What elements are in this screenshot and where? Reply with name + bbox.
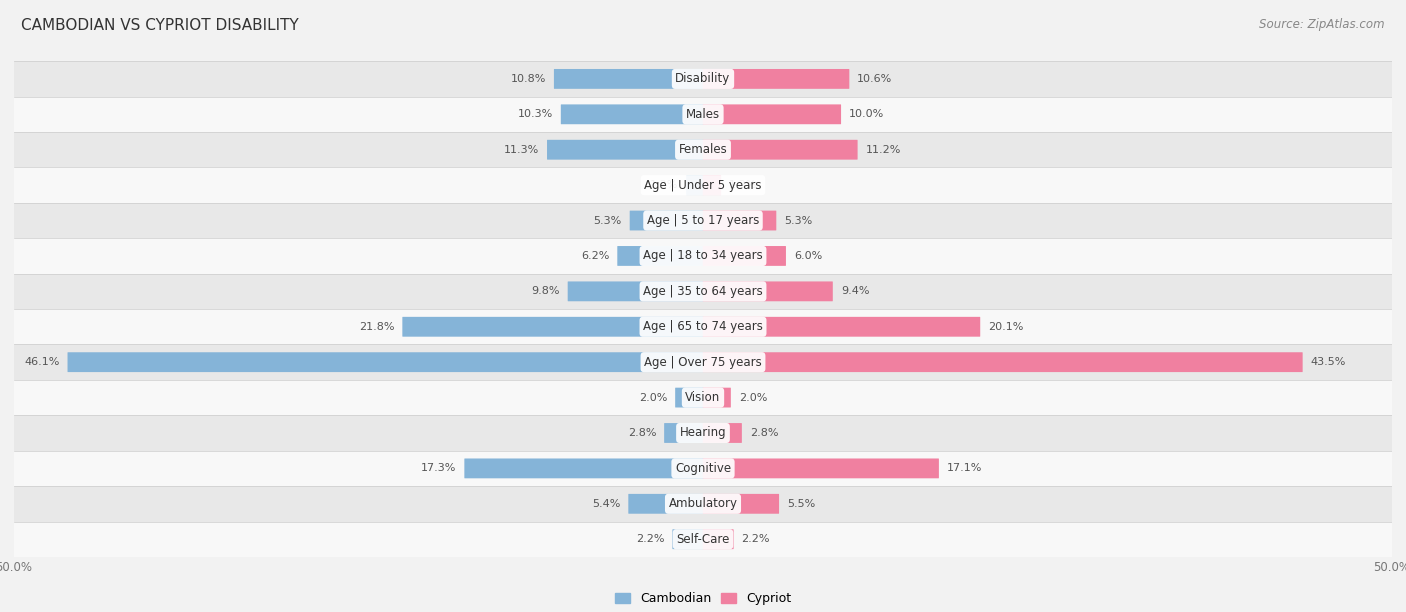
- FancyBboxPatch shape: [628, 494, 703, 513]
- Text: Age | 18 to 34 years: Age | 18 to 34 years: [643, 250, 763, 263]
- FancyBboxPatch shape: [703, 458, 939, 479]
- FancyBboxPatch shape: [554, 69, 703, 89]
- Bar: [14, 416, 1392, 450]
- Text: 10.8%: 10.8%: [510, 74, 546, 84]
- FancyBboxPatch shape: [703, 246, 786, 266]
- FancyBboxPatch shape: [703, 140, 858, 160]
- FancyBboxPatch shape: [67, 353, 703, 372]
- Text: Age | Under 5 years: Age | Under 5 years: [644, 179, 762, 192]
- FancyBboxPatch shape: [617, 246, 703, 266]
- Text: Males: Males: [686, 108, 720, 121]
- Bar: [14, 345, 1392, 380]
- Bar: [14, 274, 1392, 309]
- Bar: [14, 309, 1392, 345]
- Bar: [14, 486, 1392, 521]
- Text: CAMBODIAN VS CYPRIOT DISABILITY: CAMBODIAN VS CYPRIOT DISABILITY: [21, 18, 299, 34]
- Text: Hearing: Hearing: [679, 427, 727, 439]
- Text: 5.3%: 5.3%: [593, 215, 621, 226]
- FancyBboxPatch shape: [703, 423, 742, 443]
- FancyBboxPatch shape: [686, 175, 703, 195]
- FancyBboxPatch shape: [703, 353, 1302, 372]
- FancyBboxPatch shape: [630, 211, 703, 231]
- Text: Age | 5 to 17 years: Age | 5 to 17 years: [647, 214, 759, 227]
- FancyBboxPatch shape: [402, 317, 703, 337]
- Text: 21.8%: 21.8%: [359, 322, 394, 332]
- Text: 6.0%: 6.0%: [794, 251, 823, 261]
- FancyBboxPatch shape: [703, 175, 721, 195]
- FancyBboxPatch shape: [703, 211, 776, 231]
- FancyBboxPatch shape: [703, 282, 832, 301]
- FancyBboxPatch shape: [703, 105, 841, 124]
- Text: 1.2%: 1.2%: [650, 180, 678, 190]
- Text: 2.0%: 2.0%: [638, 392, 668, 403]
- FancyBboxPatch shape: [664, 423, 703, 443]
- Text: 2.8%: 2.8%: [749, 428, 779, 438]
- Text: 11.3%: 11.3%: [503, 144, 538, 155]
- FancyBboxPatch shape: [703, 494, 779, 513]
- FancyBboxPatch shape: [672, 529, 703, 549]
- Text: 2.2%: 2.2%: [741, 534, 770, 544]
- Text: 6.2%: 6.2%: [581, 251, 609, 261]
- Legend: Cambodian, Cypriot: Cambodian, Cypriot: [610, 587, 796, 610]
- Text: Vision: Vision: [685, 391, 721, 404]
- Text: Age | Over 75 years: Age | Over 75 years: [644, 356, 762, 368]
- Text: 9.8%: 9.8%: [531, 286, 560, 296]
- Text: 11.2%: 11.2%: [866, 144, 901, 155]
- Text: 17.1%: 17.1%: [946, 463, 983, 474]
- Text: 2.2%: 2.2%: [636, 534, 665, 544]
- FancyBboxPatch shape: [703, 529, 734, 549]
- Bar: [14, 380, 1392, 416]
- Bar: [14, 450, 1392, 486]
- Text: 5.3%: 5.3%: [785, 215, 813, 226]
- FancyBboxPatch shape: [568, 282, 703, 301]
- Text: Age | 35 to 64 years: Age | 35 to 64 years: [643, 285, 763, 298]
- Text: 9.4%: 9.4%: [841, 286, 869, 296]
- Text: Disability: Disability: [675, 72, 731, 86]
- Text: Ambulatory: Ambulatory: [668, 498, 738, 510]
- Text: 5.5%: 5.5%: [787, 499, 815, 509]
- Text: 10.3%: 10.3%: [517, 110, 553, 119]
- Text: Source: ZipAtlas.com: Source: ZipAtlas.com: [1260, 18, 1385, 31]
- Text: 43.5%: 43.5%: [1310, 357, 1346, 367]
- Bar: [14, 97, 1392, 132]
- Bar: [14, 61, 1392, 97]
- Bar: [14, 238, 1392, 274]
- FancyBboxPatch shape: [547, 140, 703, 160]
- FancyBboxPatch shape: [703, 387, 731, 408]
- Bar: [14, 203, 1392, 238]
- FancyBboxPatch shape: [464, 458, 703, 479]
- FancyBboxPatch shape: [703, 317, 980, 337]
- Text: Females: Females: [679, 143, 727, 156]
- Text: Age | 65 to 74 years: Age | 65 to 74 years: [643, 320, 763, 334]
- FancyBboxPatch shape: [675, 387, 703, 408]
- Text: 1.3%: 1.3%: [730, 180, 758, 190]
- Bar: [14, 168, 1392, 203]
- Text: 20.1%: 20.1%: [988, 322, 1024, 332]
- Bar: [14, 132, 1392, 168]
- Text: 10.6%: 10.6%: [858, 74, 893, 84]
- FancyBboxPatch shape: [703, 69, 849, 89]
- Text: 17.3%: 17.3%: [420, 463, 457, 474]
- FancyBboxPatch shape: [561, 105, 703, 124]
- Text: Self-Care: Self-Care: [676, 532, 730, 546]
- Text: 5.4%: 5.4%: [592, 499, 620, 509]
- Text: Cognitive: Cognitive: [675, 462, 731, 475]
- Text: 2.8%: 2.8%: [627, 428, 657, 438]
- Text: 10.0%: 10.0%: [849, 110, 884, 119]
- Bar: [14, 521, 1392, 557]
- Text: 2.0%: 2.0%: [738, 392, 768, 403]
- Text: 46.1%: 46.1%: [24, 357, 59, 367]
